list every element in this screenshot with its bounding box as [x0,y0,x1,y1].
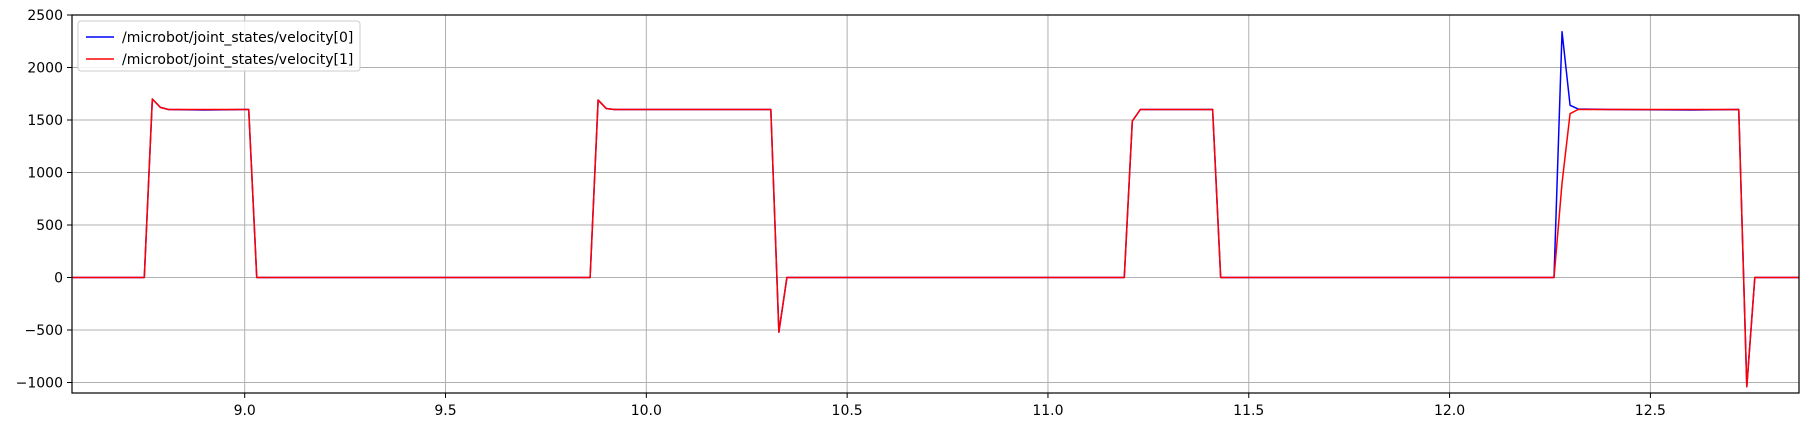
x-tick-label: 12.5 [1635,403,1666,419]
y-tick-label: −1000 [16,376,63,392]
plot-area [72,15,1799,393]
x-tick-label: 9.0 [234,403,256,419]
y-tick-label: 1500 [27,113,63,129]
legend-label-0: /microbot/joint_states/velocity[0] [122,30,353,46]
series-line-1 [72,98,1799,388]
axes-frame [71,14,1800,394]
legend-box [77,20,361,72]
y-tick-label: −500 [25,323,63,339]
x-tick-label: 11.5 [1233,403,1264,419]
y-tick-label: 2500 [27,8,63,24]
y-tick-label: 500 [36,218,63,234]
y-tick-label: 1000 [27,166,63,182]
y-tick-label: 0 [54,271,63,287]
x-tick-label: 10.0 [631,403,662,419]
x-tick-label: 12.0 [1434,403,1465,419]
y-tick-label: 2000 [27,61,63,77]
x-tick-label: 9.5 [434,403,456,419]
x-tick-label: 10.5 [832,403,863,419]
legend: /microbot/joint_states/velocity[0] /micro… [77,20,361,72]
legend-label-1: /microbot/joint_states/velocity[1] [122,52,353,68]
x-tick-label: 11.0 [1032,403,1063,419]
